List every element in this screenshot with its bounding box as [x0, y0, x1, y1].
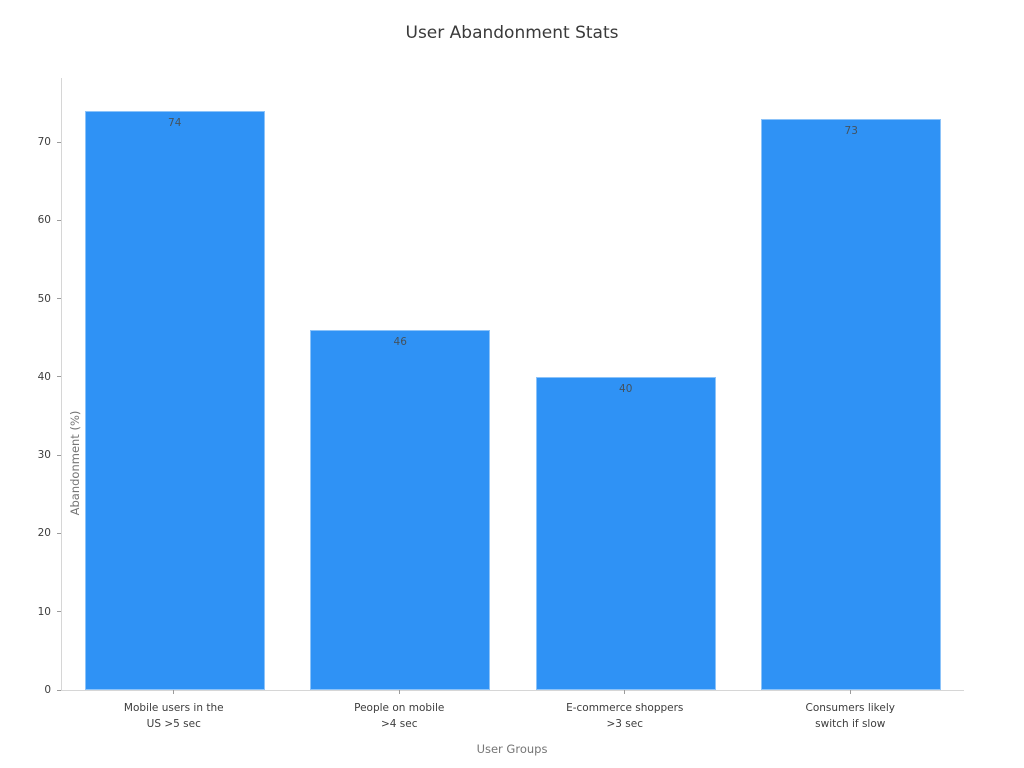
bar-value-label: 40: [619, 382, 633, 395]
bar: 74: [84, 110, 265, 690]
y-tick-mark: [57, 454, 61, 456]
y-tick-label: 30: [37, 449, 51, 462]
x-tick-label: Mobile users in the US >5 sec: [123, 702, 224, 730]
x-tick-label: People on mobile >4 sec: [354, 702, 445, 730]
y-tick-mark: [57, 298, 61, 300]
x-tick-label: E-commerce shoppers >3 sec: [566, 702, 684, 730]
y-tick-label: 50: [37, 292, 51, 305]
x-tick-label: Consumers likely switch if slow: [805, 702, 895, 730]
x-axis-title: User Groups: [476, 742, 548, 756]
x-tick-mark: [624, 690, 626, 694]
bar-value-label: 73: [844, 124, 858, 137]
bar-value-label: 46: [393, 336, 407, 348]
y-tick-mark: [57, 219, 61, 221]
y-tick-mark: [57, 532, 61, 534]
bar: 46: [310, 330, 491, 690]
x-axis: Mobile users in the US >5 sec People on m…: [61, 690, 963, 750]
y-tick-label: 20: [37, 527, 51, 540]
y-tick-label: 60: [37, 214, 51, 227]
y-tick-label: 40: [37, 370, 51, 383]
x-tick-mark: [849, 690, 851, 694]
y-tick-mark: [57, 376, 61, 378]
chart-title: User Abandonment Stats: [405, 23, 619, 43]
bar: 73: [761, 118, 942, 690]
y-tick-mark: [57, 141, 61, 143]
x-tick-mark: [398, 690, 400, 694]
y-tick-label: 70: [37, 136, 51, 149]
y-axis: 0 10 20 30 40 50 60 70: [0, 78, 61, 696]
x-tick-mark: [173, 690, 175, 694]
plot-area: Abandonment (%) 74 46 40 73: [61, 78, 964, 691]
bar: 40: [535, 376, 716, 690]
y-tick-mark: [57, 611, 61, 613]
y-tick-label: 10: [37, 605, 51, 618]
bar-value-label: 74: [168, 116, 182, 129]
y-axis-title: Abandonment (%): [68, 410, 82, 516]
y-tick-mark: [57, 689, 61, 691]
y-tick-label: 0: [44, 684, 51, 696]
